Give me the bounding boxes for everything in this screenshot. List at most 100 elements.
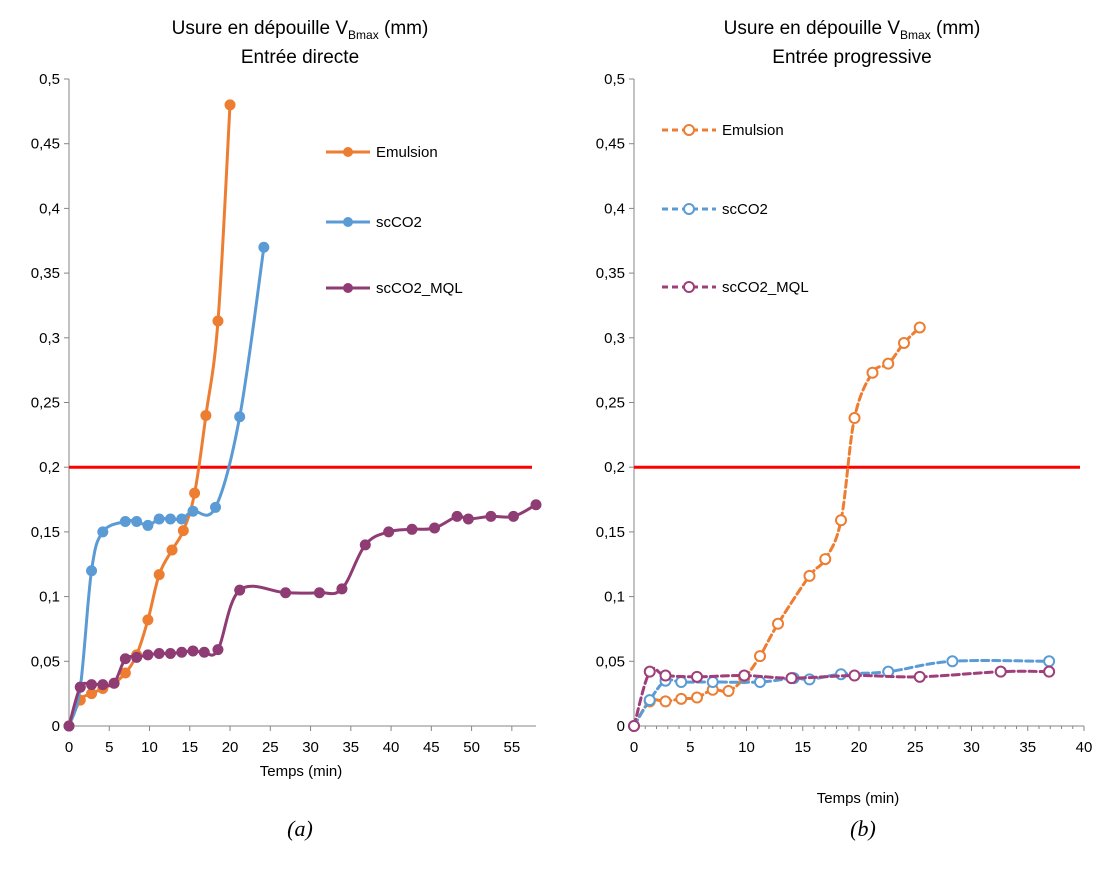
y-tick-label: 0,1 bbox=[39, 589, 60, 606]
x-tick-label: 25 bbox=[262, 739, 279, 756]
data-point bbox=[177, 525, 189, 537]
x-tick-label: 40 bbox=[383, 739, 400, 756]
chart-a-plot: 0 0,05 0,1 0,15 0,2 0,25 0,3 0,35 0,4 0,45 0,5 0 5 10… bbox=[31, 71, 542, 756]
x-tick-label: 10 bbox=[141, 739, 158, 756]
legend-label: scCO2_MQL bbox=[722, 279, 809, 296]
data-point bbox=[754, 650, 766, 663]
data-point bbox=[176, 513, 188, 525]
data-point bbox=[530, 499, 542, 511]
data-point bbox=[280, 587, 292, 599]
data-point bbox=[691, 670, 703, 683]
data-point bbox=[142, 519, 154, 531]
data-point bbox=[210, 501, 222, 513]
data-point bbox=[164, 648, 176, 660]
data-point bbox=[848, 412, 861, 425]
x-tick-label: 20 bbox=[222, 739, 239, 756]
data-point bbox=[189, 487, 201, 499]
legend-marker bbox=[683, 203, 695, 215]
data-point bbox=[224, 99, 236, 111]
data-point bbox=[451, 510, 463, 522]
x-tick-label: 15 bbox=[181, 739, 198, 756]
y-tick-label: 0,1 bbox=[604, 589, 625, 606]
data-point bbox=[675, 692, 688, 705]
data-point bbox=[142, 649, 154, 661]
legend-marker bbox=[683, 124, 695, 136]
data-point bbox=[913, 321, 926, 334]
chart-b-plot: 0 0,05 0,1 0,15 0,2 0,25 0,3 0,35 0,4 0,45 0,5 0 5 10… bbox=[596, 71, 1093, 756]
y-tick-label: 0 bbox=[617, 718, 625, 735]
data-point bbox=[63, 720, 75, 732]
data-point bbox=[706, 676, 719, 689]
y-tick-label: 0,2 bbox=[604, 459, 625, 476]
data-point bbox=[383, 526, 395, 538]
y-tick-label: 0,3 bbox=[604, 330, 625, 347]
y-tick-label: 0,05 bbox=[31, 653, 60, 670]
data-point bbox=[97, 526, 109, 538]
data-point bbox=[164, 513, 176, 525]
data-point bbox=[198, 646, 210, 658]
x-tick-label: 30 bbox=[302, 739, 319, 756]
chart-a-title-line1: Usure en dépouille VBmax (mm) bbox=[172, 18, 429, 42]
chart-b-title-line2: Entrée progressive bbox=[772, 47, 931, 68]
data-point bbox=[848, 669, 861, 682]
y-tick-label: 0,25 bbox=[596, 395, 625, 412]
series-line-scco2-mql bbox=[67, 503, 538, 728]
data-point bbox=[628, 720, 640, 732]
data-point bbox=[258, 241, 270, 253]
data-point bbox=[994, 665, 1007, 678]
legend-label: scCO2_MQL bbox=[376, 280, 463, 297]
data-point bbox=[691, 691, 703, 704]
chart-a-x-axis-label: Temps (min) bbox=[260, 763, 343, 780]
data-point bbox=[507, 510, 519, 522]
data-point bbox=[119, 516, 131, 528]
data-point bbox=[659, 669, 672, 682]
data-point bbox=[643, 694, 656, 707]
y-tick-label: 0,5 bbox=[604, 71, 625, 88]
legend-label: Emulsion bbox=[376, 144, 438, 161]
y-tick-label: 0,05 bbox=[596, 653, 625, 670]
data-point bbox=[119, 653, 131, 665]
chart-a-title-line2: Entrée directe bbox=[241, 47, 359, 68]
data-point bbox=[166, 544, 178, 556]
data-point bbox=[882, 357, 895, 370]
x-tick-label: 45 bbox=[423, 739, 440, 756]
y-tick-label: 0,45 bbox=[31, 136, 60, 153]
data-point bbox=[819, 553, 832, 566]
data-point bbox=[675, 676, 688, 689]
data-point bbox=[212, 644, 224, 656]
data-point bbox=[142, 614, 154, 626]
data-point bbox=[108, 677, 120, 689]
data-point bbox=[336, 583, 348, 595]
data-point bbox=[738, 669, 751, 682]
data-point bbox=[212, 315, 224, 327]
chart-a-caption: (a) bbox=[287, 816, 313, 841]
data-point bbox=[176, 646, 188, 658]
data-point bbox=[835, 668, 847, 681]
data-point bbox=[754, 676, 766, 689]
y-tick-label: 0,3 bbox=[39, 330, 60, 347]
chart-b-title-line1: Usure en dépouille VBmax (mm) bbox=[724, 18, 981, 42]
data-point bbox=[153, 648, 165, 660]
y-tick-label: 0,15 bbox=[31, 524, 60, 541]
data-point bbox=[785, 672, 798, 685]
x-tick-label: 5 bbox=[105, 739, 113, 756]
data-point bbox=[131, 516, 143, 528]
x-tick-label: 50 bbox=[463, 739, 480, 756]
legend-marker bbox=[343, 283, 353, 293]
data-point bbox=[187, 505, 199, 517]
y-tick-label: 0 bbox=[52, 718, 60, 735]
data-point bbox=[234, 411, 246, 423]
data-point bbox=[131, 651, 143, 663]
data-point bbox=[485, 510, 497, 522]
data-point bbox=[429, 522, 441, 534]
x-tick-label: 20 bbox=[851, 739, 868, 756]
data-point bbox=[359, 539, 371, 551]
data-point bbox=[898, 336, 910, 349]
data-point bbox=[406, 523, 418, 535]
y-tick-label: 0,4 bbox=[604, 200, 625, 217]
series-line-emulsion bbox=[67, 103, 232, 728]
y-tick-label: 0,15 bbox=[596, 524, 625, 541]
data-point bbox=[200, 409, 212, 421]
data-point bbox=[187, 645, 199, 657]
